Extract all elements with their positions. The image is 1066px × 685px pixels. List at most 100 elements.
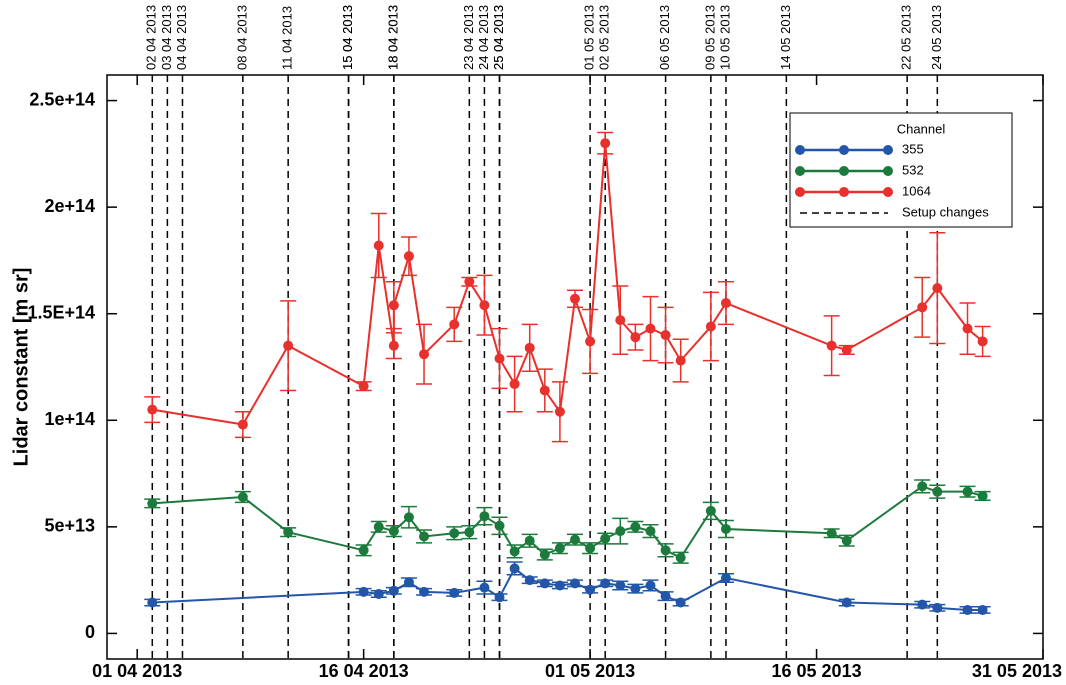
point [615,315,626,326]
point [403,512,414,523]
setup-change-label: 15 04 2013 [340,5,355,70]
point [720,523,731,534]
legend-marker [795,145,805,155]
setup-change-label: 18 04 2013 [385,5,400,70]
point [826,340,837,351]
setup-change-label: 08 04 2013 [234,5,249,70]
point [570,534,580,545]
point [479,300,490,311]
legend-marker [795,187,805,197]
point [554,543,565,554]
point [630,583,641,594]
point [419,586,430,597]
point [419,531,430,542]
point [388,585,399,596]
point [237,419,248,430]
point [494,592,505,603]
point [479,582,490,593]
point [932,283,943,294]
legend-marker [883,145,893,155]
setup-change-label: 22 05 2013 [899,5,914,70]
setup-change-label: 02 04 2013 [144,5,159,70]
x-tick-label: 01 04 2013 [92,661,182,681]
y-tick-label: 1e+14 [44,409,95,429]
point [373,521,384,532]
y-tick-label: 1.5E+14 [27,302,95,322]
point [932,602,943,613]
point [585,543,596,554]
point [645,526,656,537]
x-tick-label: 31 05 2013 [972,661,1062,681]
point [403,577,414,588]
point [570,293,580,304]
setup-change-label: 24 05 2013 [929,5,944,70]
point [705,321,716,332]
point [388,340,399,351]
point [630,332,641,343]
point [449,528,460,539]
point [660,545,671,556]
setup-change-label: 24 04 2013 [476,5,491,70]
point [917,481,928,492]
x-tick-label: 01 05 2013 [545,661,635,681]
y-tick-label: 2e+14 [44,196,95,216]
point [509,379,520,390]
point [147,597,158,608]
point [283,527,294,538]
point [675,552,686,563]
point [600,138,611,149]
setup-change-label: 02 05 2013 [597,5,612,70]
setup-change-label: 10 05 2013 [717,5,732,70]
point [358,381,369,392]
legend-marker [883,166,893,176]
point [419,349,430,360]
point [962,323,973,334]
plot-frame [106,74,1044,660]
point [403,251,414,262]
point [524,342,535,353]
point [509,546,520,557]
point [600,578,611,589]
setup-change-label: 06 05 2013 [657,5,672,70]
point [449,319,460,330]
legend-marker [839,145,849,155]
point [660,591,671,602]
point [841,597,852,608]
point [977,604,988,615]
point [494,353,505,364]
setup-change-label: 11 04 2013 [280,6,295,70]
point [509,563,520,574]
point [358,586,369,597]
point [283,340,294,351]
legend-marker [795,166,805,176]
point [585,584,596,595]
point [720,298,731,309]
point [977,490,988,501]
y-tick-label: 0 [85,622,95,642]
point [630,521,641,532]
legend-marker [839,187,849,197]
point [479,511,490,522]
x-tick-label: 16 04 2013 [319,661,409,681]
y-axis-label: Lidar constant [m sr] [10,268,32,467]
point [524,575,535,586]
point [615,580,626,591]
point [932,486,943,497]
setup-change-label: 25 04 2013 [491,5,506,70]
point [554,580,565,591]
point [237,492,248,503]
point [554,406,565,417]
legend-marker [839,166,849,176]
point [147,404,158,415]
setup-change-label: 04 04 2013 [174,5,189,70]
legend-label: 1064 [902,183,931,198]
setup-change-label: 09 05 2013 [702,5,717,70]
setup-change-label: 14 05 2013 [778,5,793,70]
point [962,604,973,615]
point [147,498,158,509]
point [449,587,460,598]
point [388,526,399,537]
point [962,486,973,497]
point [917,599,928,610]
